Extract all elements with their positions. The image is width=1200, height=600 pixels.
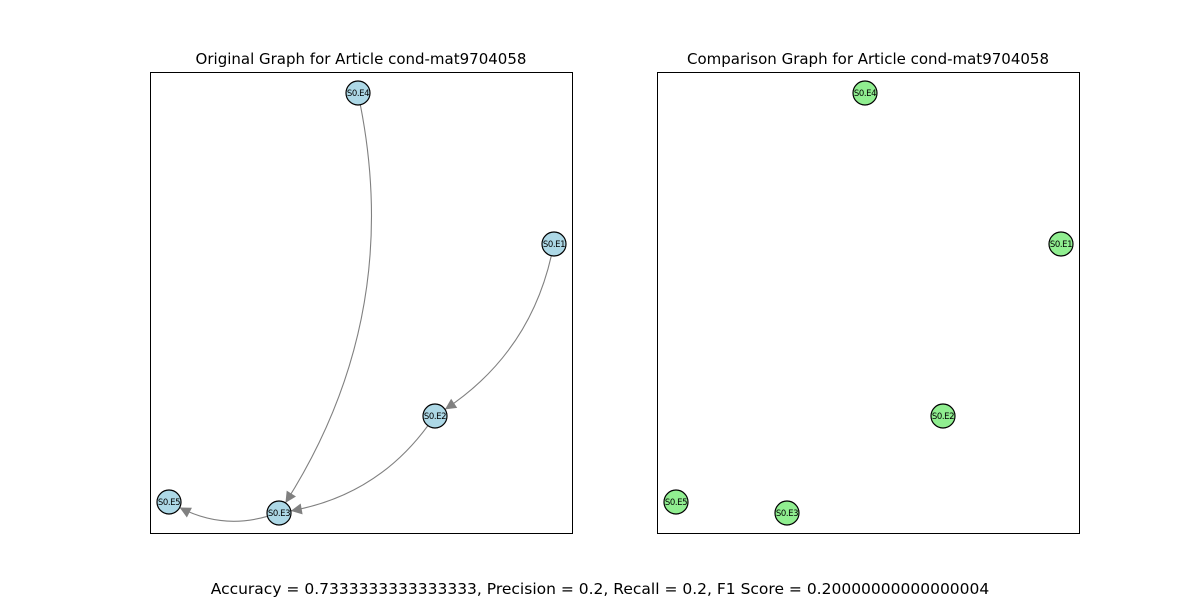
node-label: S0.E5 [158,498,180,508]
comparison-graph-frame [657,72,1080,534]
original-graph-frame [150,72,573,534]
node-label: S0.E1 [543,240,565,250]
node-label: S0.E2 [424,412,446,422]
edge-s0-e3-to-s0-e5 [179,507,268,522]
edge-s0-e2-to-s0-e3 [290,425,429,515]
node-circle [663,489,689,515]
node-circle [266,500,292,526]
node-label: S0.E2 [932,412,954,422]
node-label: S0.E4 [854,89,876,99]
node-label: S0.E3 [268,509,290,519]
node-circle [541,231,567,257]
node-circle [345,80,371,106]
node-circle [774,500,800,526]
edge-s0-e4-to-s0-e3 [284,104,372,504]
node-label: S0.E4 [347,89,369,99]
node-s0-e5: S0.E5 [156,489,182,515]
metrics-summary: Accuracy = 0.7333333333333333, Precision… [211,580,990,598]
node-s0-e3: S0.E3 [774,500,800,526]
node-s0-e2: S0.E2 [930,403,956,429]
node-circle [422,403,448,429]
node-circle [930,403,956,429]
node-circle [852,80,878,106]
edge-s0-e1-to-s0-e2 [444,255,552,410]
node-circle [156,489,182,515]
node-label: S0.E1 [1050,240,1072,250]
node-s0-e4: S0.E4 [345,80,371,106]
node-s0-e4: S0.E4 [852,80,878,106]
node-s0-e1: S0.E1 [541,231,567,257]
node-label: S0.E5 [665,498,687,508]
node-s0-e3: S0.E3 [266,500,292,526]
node-s0-e5: S0.E5 [663,489,689,515]
node-s0-e2: S0.E2 [422,403,448,429]
comparison-graph-panel: Comparison Graph for Article cond-mat970… [657,50,1080,534]
original-graph-nodes: S0.E4 S0.E1 S0.E2 S0.E5 S0.E3 [156,80,567,526]
original-graph-edges [179,104,552,522]
comparison-graph-title: Comparison Graph for Article cond-mat970… [687,50,1049,68]
comparison-graph-nodes: S0.E4 S0.E1 S0.E2 S0.E5 S0.E3 [663,80,1074,526]
node-circle [1048,231,1074,257]
original-graph-title: Original Graph for Article cond-mat97040… [196,50,527,68]
node-s0-e1: S0.E1 [1048,231,1074,257]
node-label: S0.E3 [776,509,798,519]
original-graph-panel: Original Graph for Article cond-mat97040… [150,50,573,534]
